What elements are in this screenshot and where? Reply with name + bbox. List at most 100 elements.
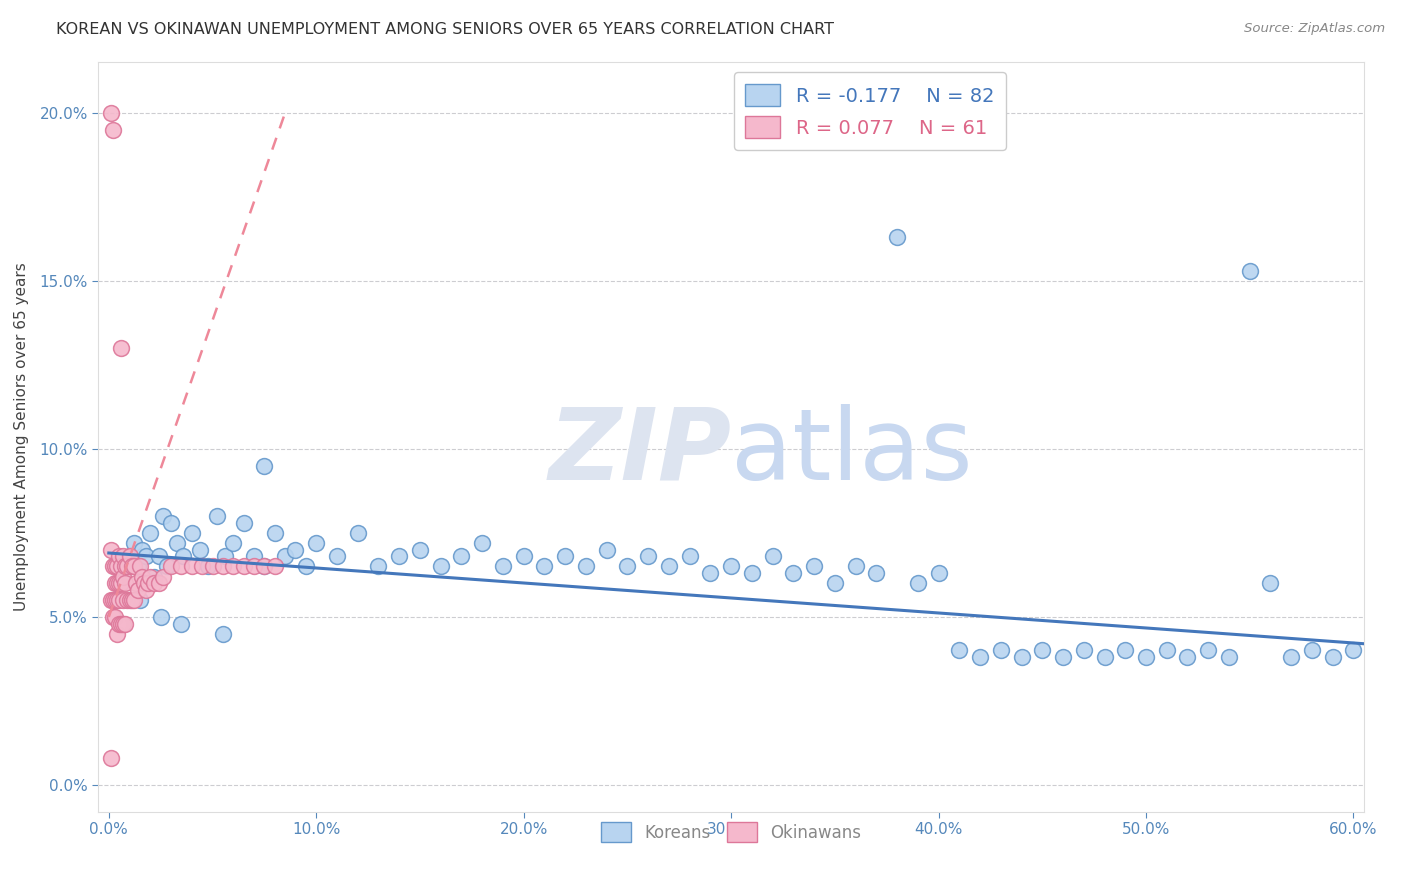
Point bbox=[253, 458, 276, 473]
Point bbox=[110, 341, 132, 355]
Point bbox=[865, 566, 887, 581]
Point bbox=[232, 559, 254, 574]
Point bbox=[108, 576, 131, 591]
Point bbox=[101, 610, 124, 624]
Point bbox=[100, 593, 122, 607]
Point bbox=[1218, 650, 1240, 665]
Point bbox=[127, 582, 149, 597]
Point bbox=[136, 576, 159, 591]
Point bbox=[166, 536, 188, 550]
Point bbox=[110, 576, 132, 591]
Point bbox=[148, 549, 170, 564]
Point bbox=[118, 593, 141, 607]
Point bbox=[112, 569, 135, 583]
Point bbox=[1114, 643, 1136, 657]
Point bbox=[101, 559, 124, 574]
Point bbox=[243, 559, 266, 574]
Text: ZIP: ZIP bbox=[548, 403, 731, 500]
Point bbox=[1011, 650, 1033, 665]
Point bbox=[782, 566, 804, 581]
Legend: Koreans, Okinawans: Koreans, Okinawans bbox=[595, 816, 868, 848]
Point bbox=[1322, 650, 1344, 665]
Point bbox=[139, 525, 162, 540]
Point bbox=[101, 122, 124, 136]
Point bbox=[741, 566, 763, 581]
Point bbox=[131, 569, 153, 583]
Point bbox=[1301, 643, 1323, 657]
Point bbox=[112, 593, 135, 607]
Point bbox=[1073, 643, 1095, 657]
Point bbox=[104, 610, 127, 624]
Point bbox=[263, 525, 285, 540]
Point bbox=[554, 549, 576, 564]
Point bbox=[114, 616, 136, 631]
Point bbox=[471, 536, 494, 550]
Point bbox=[1052, 650, 1074, 665]
Point bbox=[284, 542, 307, 557]
Point bbox=[105, 559, 128, 574]
Point bbox=[1135, 650, 1157, 665]
Point bbox=[118, 549, 141, 564]
Point bbox=[824, 576, 846, 591]
Point bbox=[212, 559, 235, 574]
Point bbox=[139, 569, 162, 583]
Point bbox=[1239, 264, 1261, 278]
Point bbox=[108, 616, 131, 631]
Point bbox=[699, 566, 721, 581]
Point bbox=[132, 576, 155, 591]
Text: atlas: atlas bbox=[731, 403, 973, 500]
Point bbox=[197, 559, 219, 574]
Point bbox=[409, 542, 432, 557]
Point bbox=[160, 559, 183, 574]
Point bbox=[1094, 650, 1116, 665]
Point bbox=[346, 525, 368, 540]
Point bbox=[104, 593, 127, 607]
Point bbox=[110, 616, 132, 631]
Point bbox=[492, 559, 515, 574]
Point bbox=[122, 593, 145, 607]
Point bbox=[148, 576, 170, 591]
Point bbox=[110, 559, 132, 574]
Point bbox=[121, 593, 143, 607]
Point bbox=[180, 525, 202, 540]
Point bbox=[188, 542, 211, 557]
Point bbox=[762, 549, 785, 564]
Point bbox=[160, 516, 183, 530]
Point bbox=[222, 536, 245, 550]
Point bbox=[117, 593, 139, 607]
Point bbox=[845, 559, 868, 574]
Point bbox=[222, 559, 245, 574]
Point bbox=[326, 549, 349, 564]
Point bbox=[429, 559, 451, 574]
Point bbox=[135, 549, 157, 564]
Point bbox=[305, 536, 328, 550]
Point bbox=[263, 559, 285, 574]
Point bbox=[595, 542, 617, 557]
Point bbox=[512, 549, 534, 564]
Point bbox=[367, 559, 389, 574]
Point bbox=[616, 559, 638, 574]
Point bbox=[1260, 576, 1282, 591]
Point bbox=[100, 751, 122, 765]
Point bbox=[243, 549, 266, 564]
Point bbox=[143, 569, 166, 583]
Point bbox=[114, 576, 136, 591]
Point bbox=[143, 576, 166, 591]
Text: Source: ZipAtlas.com: Source: ZipAtlas.com bbox=[1244, 22, 1385, 36]
Point bbox=[112, 549, 135, 564]
Point bbox=[105, 626, 128, 640]
Point bbox=[928, 566, 950, 581]
Point bbox=[100, 106, 122, 120]
Y-axis label: Unemployment Among Seniors over 65 years: Unemployment Among Seniors over 65 years bbox=[14, 263, 28, 611]
Point bbox=[172, 549, 194, 564]
Point bbox=[152, 569, 174, 583]
Point bbox=[122, 559, 145, 574]
Point bbox=[129, 593, 152, 607]
Point bbox=[117, 559, 139, 574]
Text: KOREAN VS OKINAWAN UNEMPLOYMENT AMONG SENIORS OVER 65 YEARS CORRELATION CHART: KOREAN VS OKINAWAN UNEMPLOYMENT AMONG SE… bbox=[56, 22, 834, 37]
Point bbox=[886, 230, 908, 244]
Point bbox=[108, 549, 131, 564]
Point bbox=[156, 559, 179, 574]
Point bbox=[575, 559, 598, 574]
Point bbox=[1343, 643, 1365, 657]
